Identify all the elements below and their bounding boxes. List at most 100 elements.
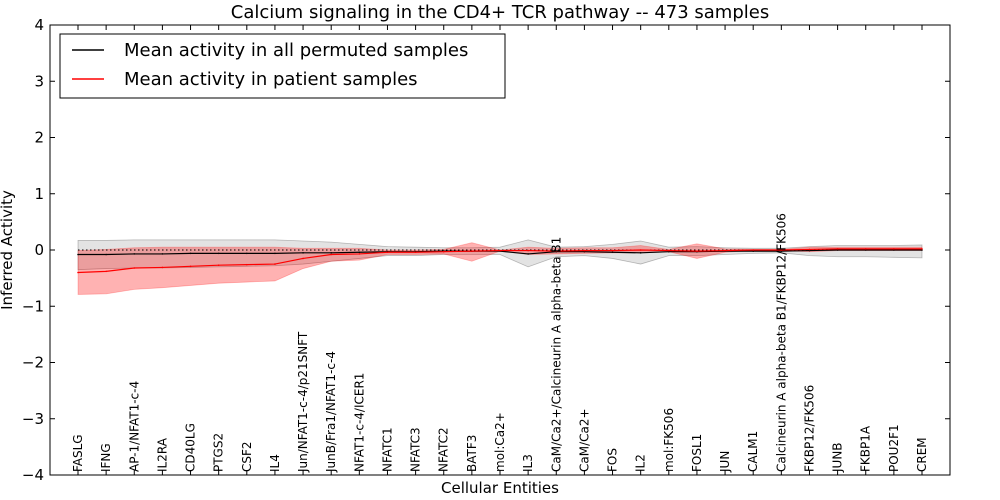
x-tick-label: FOS bbox=[606, 448, 620, 472]
data-point-1-12 bbox=[414, 251, 417, 254]
x-tick-label: IL2RA bbox=[155, 437, 169, 472]
y-tick-label: −2 bbox=[22, 354, 44, 372]
y-axis-label: Inferred Activity bbox=[0, 190, 16, 310]
data-point-0-5 bbox=[217, 252, 220, 255]
axis-ticks: −4 −3 −2 −1 0 1 2 3 4 FASLG IFNG AP-1/NFAT1-c-4 IL2R… bbox=[22, 16, 951, 484]
x-tick-label: FASLG bbox=[71, 434, 85, 472]
x-tick-label: JUNB bbox=[831, 442, 845, 473]
data-point-0-9 bbox=[330, 252, 333, 254]
x-tick-label: JunB/Fra1/NFAT1-c-4 bbox=[324, 351, 338, 473]
x-tick-label: FOSL1 bbox=[690, 434, 704, 472]
data-point-0-19 bbox=[611, 251, 614, 254]
x-tick-label: CD40LG bbox=[184, 423, 198, 472]
data-point-0-3 bbox=[161, 253, 164, 255]
data-point-1-15 bbox=[499, 249, 501, 252]
data-point-1-28 bbox=[864, 248, 867, 250]
data-point-1-30 bbox=[921, 248, 923, 250]
y-tick-label: 4 bbox=[34, 16, 44, 34]
data-point-0-7 bbox=[274, 252, 276, 255]
x-tick-label: FKBP12/FK506 bbox=[802, 385, 816, 472]
data-point-1-1 bbox=[105, 270, 107, 273]
x-tick-label: BATF3 bbox=[465, 435, 479, 472]
data-point-1-17 bbox=[555, 250, 558, 252]
data-point-1-2 bbox=[133, 267, 136, 269]
data-point-1-3 bbox=[161, 266, 164, 269]
x-tick-label: Jun/NFAT1-c-4/p21SNFT bbox=[296, 331, 310, 473]
data-point-0-0 bbox=[77, 253, 79, 256]
y-tick-label: −4 bbox=[22, 466, 44, 484]
data-point-1-18 bbox=[583, 249, 586, 252]
data-point-0-27 bbox=[836, 249, 839, 251]
data-point-1-29 bbox=[893, 248, 895, 250]
data-point-1-4 bbox=[189, 265, 192, 268]
y-tick-label: 1 bbox=[34, 185, 44, 203]
data-point-1-22 bbox=[696, 250, 698, 252]
data-point-1-13 bbox=[442, 250, 445, 253]
x-tick-label: PTGS2 bbox=[212, 433, 226, 472]
data-point-1-0 bbox=[77, 271, 79, 274]
x-axis-label: Cellular Entities bbox=[441, 479, 559, 497]
plot-area bbox=[50, 25, 950, 475]
data-point-1-11 bbox=[386, 251, 389, 254]
x-tick-label: AP-1/NFAT1-c-4 bbox=[127, 381, 141, 472]
data-point-0-10 bbox=[358, 251, 361, 254]
data-point-0-8 bbox=[302, 252, 304, 254]
data-point-1-6 bbox=[246, 263, 248, 266]
chart-title: Calcium signaling in the CD4+ TCR pathwa… bbox=[231, 2, 769, 23]
data-point-1-16 bbox=[527, 249, 529, 252]
legend-box bbox=[59, 33, 506, 99]
data-point-1-14 bbox=[471, 250, 473, 252]
data-point-0-4 bbox=[189, 252, 192, 255]
data-point-0-28 bbox=[864, 249, 867, 251]
x-tick-label: NFATC2 bbox=[437, 427, 451, 472]
x-tick-label: mol:FK506 bbox=[662, 408, 676, 472]
data-point-1-23 bbox=[724, 249, 726, 252]
legend-label-0: Mean activity in all permuted samples bbox=[124, 40, 468, 61]
data-point-0-25 bbox=[780, 250, 783, 252]
x-tick-label: NFATC3 bbox=[409, 427, 423, 472]
x-tick-label: NFAT1-c-4/ICER1 bbox=[352, 373, 366, 472]
data-point-1-20 bbox=[639, 249, 642, 251]
data-point-0-18 bbox=[583, 250, 586, 253]
data-point-1-24 bbox=[752, 249, 754, 251]
x-tick-label: CaM/Ca2+ bbox=[577, 408, 591, 472]
data-point-0-29 bbox=[893, 249, 895, 251]
data-point-0-16 bbox=[527, 253, 529, 255]
data-point-1-26 bbox=[808, 248, 811, 251]
x-tick-label: CSF2 bbox=[240, 441, 254, 472]
x-tick-label: CREM bbox=[915, 437, 929, 472]
data-point-0-24 bbox=[752, 250, 754, 252]
x-tick-label: FKBP1A bbox=[859, 425, 873, 472]
x-tick-label: NFATC1 bbox=[380, 427, 394, 472]
data-point-1-9 bbox=[330, 253, 333, 256]
y-tick-label: 0 bbox=[34, 241, 44, 259]
x-tick-label: IFNG bbox=[99, 443, 113, 472]
y-tick-label: −3 bbox=[22, 410, 44, 428]
data-point-1-19 bbox=[611, 249, 614, 252]
data-point-1-10 bbox=[358, 253, 361, 255]
x-tick-label: IL2 bbox=[634, 454, 648, 472]
data-point-0-26 bbox=[808, 249, 811, 252]
x-tick-label: Calcineurin A alpha-beta B1/FKBP12/FK506 bbox=[774, 213, 788, 472]
x-tick-label: IL4 bbox=[268, 454, 282, 472]
data-point-1-21 bbox=[668, 249, 670, 252]
x-tick-label: JUN bbox=[718, 451, 732, 473]
y-tick-label: 2 bbox=[34, 129, 44, 147]
data-point-1-5 bbox=[217, 264, 220, 266]
data-point-0-2 bbox=[133, 253, 136, 255]
data-point-1-27 bbox=[836, 248, 839, 250]
data-point-1-8 bbox=[302, 257, 304, 260]
data-point-0-1 bbox=[105, 253, 107, 256]
data-point-0-21 bbox=[668, 250, 670, 253]
x-tick-label: CaM/Ca2+/Calcineurin A alpha-beta B1 bbox=[549, 237, 563, 472]
series-band-0 bbox=[77, 239, 923, 271]
data-point-0-20 bbox=[639, 252, 642, 254]
data-point-0-6 bbox=[246, 252, 248, 255]
x-tick-label: mol:Ca2+ bbox=[493, 412, 507, 472]
legend: Mean activity in all permuted samples Mea… bbox=[59, 33, 506, 99]
y-tick-label: −1 bbox=[22, 297, 44, 315]
x-tick-label: POU2F1 bbox=[887, 424, 901, 472]
data-point-1-25 bbox=[780, 249, 783, 251]
data-point-0-30 bbox=[921, 249, 923, 251]
